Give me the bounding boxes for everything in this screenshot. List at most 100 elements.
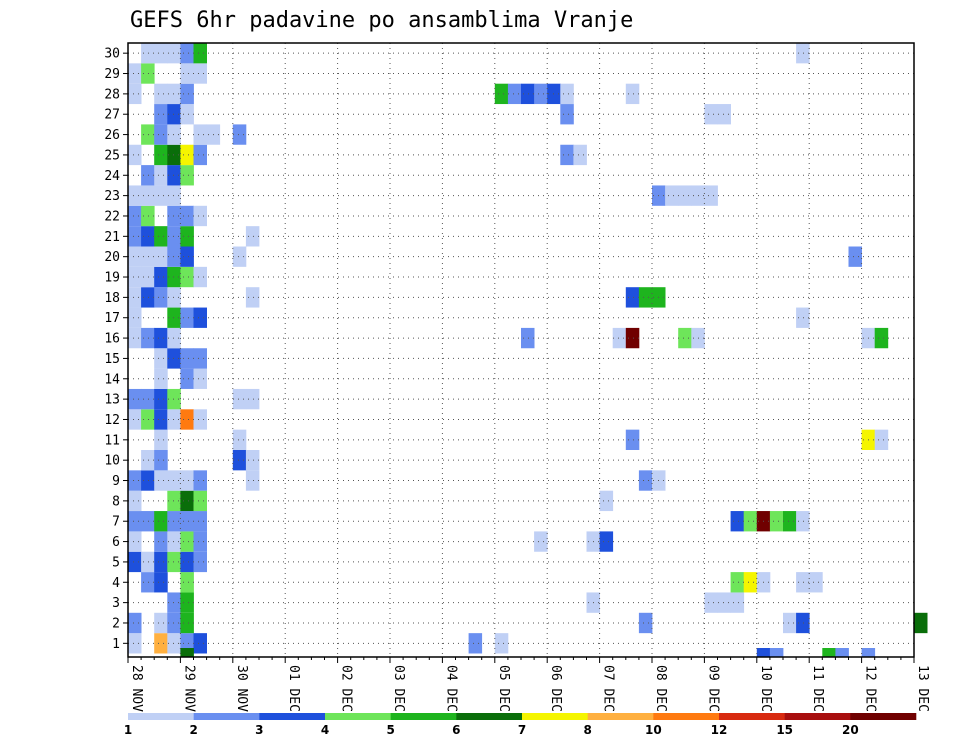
data-cell — [625, 83, 640, 105]
data-cell — [730, 572, 745, 593]
y-tick-label: 5 — [112, 555, 120, 570]
data-cell — [154, 551, 168, 573]
y-tick-label: 23 — [104, 189, 120, 204]
data-cell — [180, 165, 194, 186]
data-cell — [167, 551, 181, 573]
data-cell — [245, 226, 260, 247]
data-cell — [141, 246, 155, 267]
data-cell — [180, 470, 194, 491]
data-cell — [193, 511, 207, 532]
plot-frame — [127, 42, 915, 658]
data-cell — [167, 83, 181, 105]
data-cell — [128, 511, 142, 532]
y-tick-label: 18 — [104, 291, 120, 306]
legend-label: 2 — [189, 723, 197, 737]
data-cell — [128, 470, 142, 491]
y-tick-label: 7 — [112, 515, 120, 530]
data-cell — [167, 205, 181, 227]
y-tick-label: 24 — [104, 169, 120, 184]
data-cell — [861, 648, 876, 657]
data-cell — [167, 490, 181, 512]
data-cell — [141, 226, 155, 247]
data-cell — [521, 327, 535, 349]
data-cell — [128, 63, 142, 84]
data-cell — [167, 612, 181, 634]
data-cell — [167, 124, 181, 145]
x-tick-label: 06 DEC — [548, 665, 563, 712]
data-cell — [180, 572, 194, 593]
data-cell — [128, 287, 142, 308]
data-cell — [507, 83, 522, 105]
data-cell — [167, 144, 181, 166]
data-cell — [717, 104, 731, 125]
y-tick-label: 28 — [104, 87, 120, 102]
data-cell — [678, 327, 692, 349]
data-cell — [232, 246, 247, 267]
data-cell — [167, 226, 181, 247]
data-cell — [232, 450, 247, 471]
data-cell — [534, 531, 548, 552]
x-tick-label: 04 DEC — [443, 665, 458, 712]
data-cell — [180, 43, 194, 64]
data-cell — [534, 83, 548, 105]
x-tick-label: 11 DEC — [810, 665, 825, 712]
legend-swatch — [390, 713, 457, 720]
data-cell — [560, 83, 574, 105]
data-cell — [783, 612, 797, 634]
legend-swatch — [522, 713, 588, 720]
y-tick-label: 20 — [104, 250, 120, 265]
y-tick-label: 8 — [112, 494, 120, 509]
legend-swatch — [719, 713, 785, 720]
data-cell — [560, 144, 574, 166]
data-cell — [796, 307, 810, 328]
data-cell — [180, 63, 194, 84]
data-cell — [128, 531, 142, 552]
data-cell — [730, 511, 745, 532]
legend-label: 6 — [452, 723, 460, 737]
data-cell — [128, 83, 142, 105]
x-tick-label: 02 DEC — [339, 665, 354, 712]
data-cell — [154, 43, 168, 64]
data-cell — [180, 531, 194, 552]
data-cell — [128, 490, 142, 512]
y-tick-label: 3 — [112, 596, 120, 611]
data-cell — [180, 226, 194, 247]
data-cell — [167, 633, 181, 654]
y-tick-label: 26 — [104, 128, 120, 143]
data-cell — [154, 429, 168, 450]
y-tick-label: 1 — [112, 637, 120, 652]
data-cell — [154, 165, 168, 186]
data-cell — [141, 450, 155, 471]
legend-swatch — [193, 713, 260, 720]
data-cell — [704, 104, 718, 125]
data-cell — [783, 511, 797, 532]
data-cell — [128, 226, 142, 247]
chart-title: GEFS 6hr padavine po ansamblima Vranje — [130, 8, 633, 33]
data-cell — [848, 246, 862, 267]
x-tick-label: 09 DEC — [705, 665, 720, 712]
data-cell — [167, 531, 181, 552]
data-cell — [180, 592, 194, 613]
data-cell — [141, 511, 155, 532]
legend-label: 12 — [711, 723, 728, 737]
data-cell — [193, 124, 207, 145]
data-cell — [796, 43, 810, 64]
legend-swatch — [325, 713, 391, 720]
data-cell — [245, 287, 260, 308]
data-cell — [154, 511, 168, 532]
data-cell — [769, 511, 784, 532]
data-cell — [141, 572, 155, 593]
legend-label: 7 — [518, 723, 526, 737]
data-cell — [154, 246, 168, 267]
data-cell — [625, 287, 640, 308]
y-tick-label: 27 — [104, 108, 120, 123]
data-cell — [167, 409, 181, 430]
data-cell — [743, 572, 758, 593]
data-cell — [180, 648, 194, 657]
data-cell — [128, 144, 142, 166]
y-tick-label: 21 — [104, 230, 120, 245]
data-cell — [154, 144, 168, 166]
data-cell — [193, 490, 207, 512]
data-cell — [914, 612, 928, 634]
